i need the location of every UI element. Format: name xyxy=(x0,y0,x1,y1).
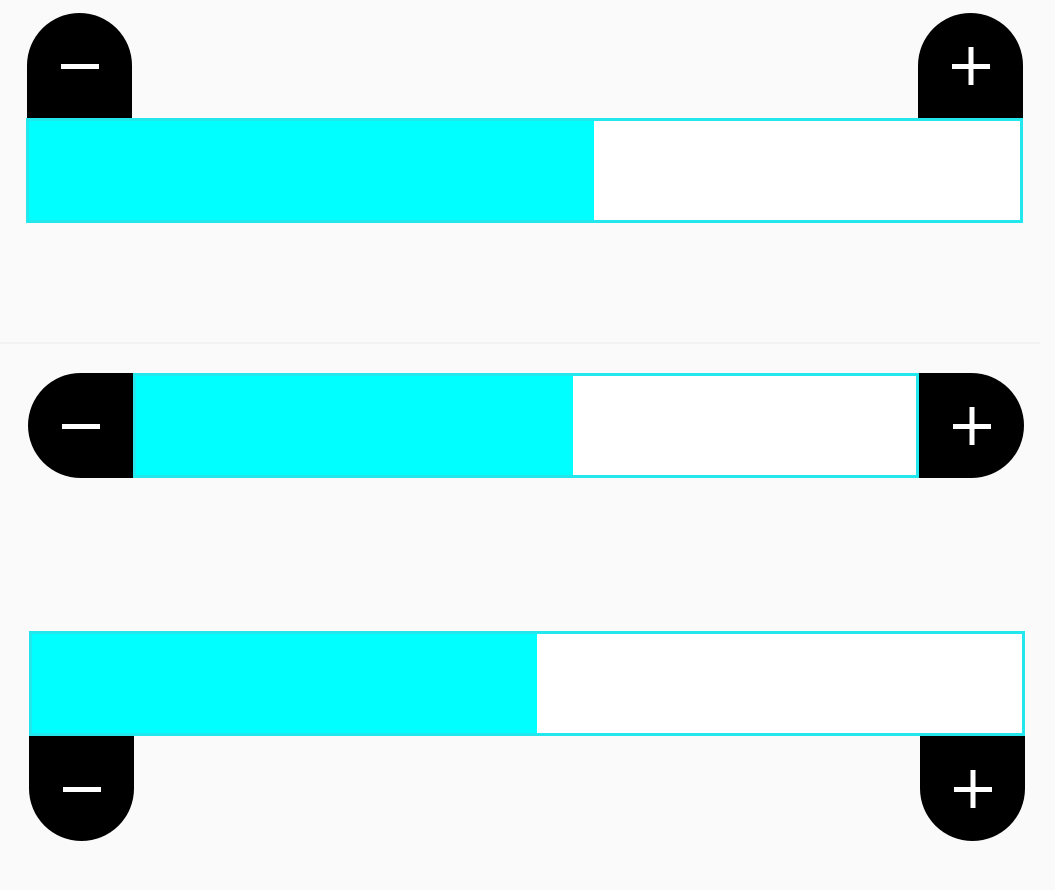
increment-button[interactable] xyxy=(918,13,1023,118)
plus-icon xyxy=(953,769,992,808)
decrement-button[interactable] xyxy=(27,13,132,118)
plus-icon xyxy=(952,406,991,445)
progress-bar[interactable] xyxy=(26,118,1023,223)
plus-icon xyxy=(951,46,990,85)
increment-button[interactable] xyxy=(919,373,1024,478)
decrement-button[interactable] xyxy=(28,373,133,478)
progress-bar[interactable] xyxy=(133,373,919,478)
section-divider xyxy=(0,342,1040,344)
minus-icon xyxy=(60,63,99,69)
progress-bar[interactable] xyxy=(29,631,1025,736)
progress-fill xyxy=(32,634,537,733)
minus-icon xyxy=(61,423,100,429)
increment-button[interactable] xyxy=(920,736,1025,841)
progress-fill xyxy=(29,121,594,220)
progress-fill xyxy=(136,376,573,475)
decrement-button[interactable] xyxy=(29,736,134,841)
minus-icon xyxy=(62,786,101,792)
